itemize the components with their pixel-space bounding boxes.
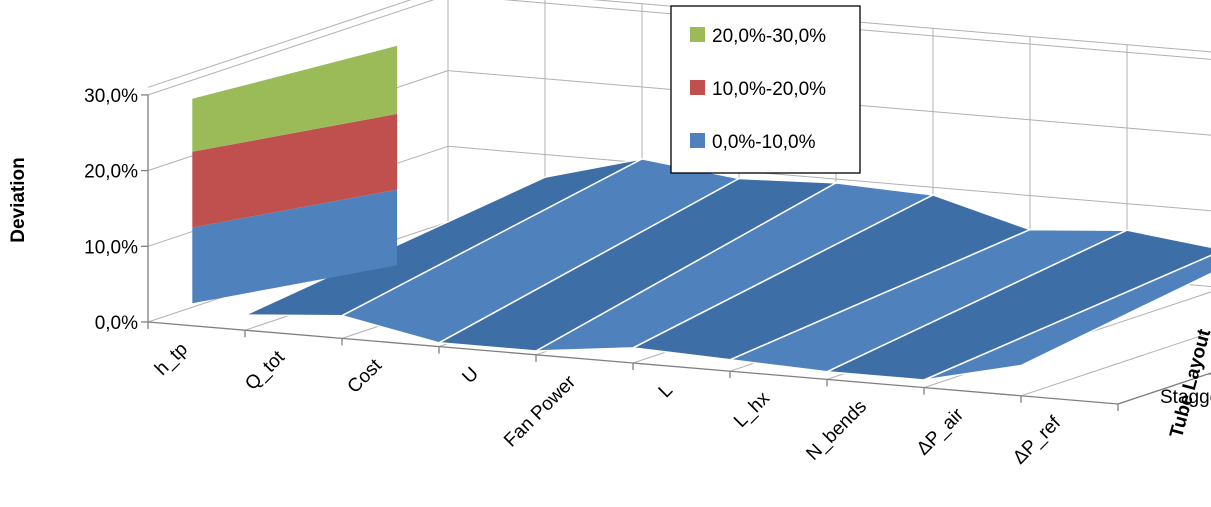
x-tick-label: N_bends — [802, 396, 871, 465]
side-wall-edge — [147, 0, 412, 88]
side-wall-gridline — [147, 0, 435, 96]
y-tick-label: 20,0% — [84, 162, 138, 183]
back-wall-gridline — [447, 145, 1211, 212]
legend-label: 10,0%-20,0% — [712, 79, 826, 100]
chart-surface — [192, 45, 1211, 381]
x-tick-label: Cost — [344, 355, 387, 398]
legend-swatch — [690, 27, 705, 42]
depth-axis-title: Tube Layout — [1166, 326, 1211, 440]
back-wall-gridline — [447, 70, 1211, 136]
back-wall-gridline — [502, 0, 1211, 60]
depth-axis-tick-labels: StaggeredInline — [1160, 387, 1211, 408]
legend-swatch — [690, 80, 705, 95]
x-tick-label: L_hx — [730, 388, 774, 432]
floor-gridline — [1020, 331, 1211, 397]
y-tick-label: 0,0% — [95, 313, 138, 334]
x-tick-label: U — [458, 363, 483, 388]
x-tick-label: ΔP_ref — [1009, 412, 1065, 468]
depth-axis-line — [1117, 372, 1211, 405]
depth-tick-label: Staggered — [1160, 387, 1211, 408]
legend-label: 20,0%-30,0% — [712, 26, 826, 47]
legend: 20,0%-30,0% 10,0%-20,0% 0,0%-10,0% — [670, 5, 861, 174]
x-tick-label: ΔP_air — [913, 404, 969, 460]
x-tick-label: Q_tot — [241, 346, 289, 394]
legend-label: 0,0%-10,0% — [712, 132, 816, 153]
chart-axes — [141, 94, 1211, 411]
x-tick-label: Fan Power — [500, 371, 580, 451]
surface-cell — [923, 254, 1211, 381]
legend-swatch — [690, 133, 705, 148]
y-tick-label: 30,0% — [84, 86, 138, 107]
back-wall-edge — [591, 0, 1211, 53]
y-axis-title: Deviation — [8, 157, 29, 243]
surface-band-mid — [192, 113, 398, 228]
x-tick-label: L — [655, 380, 677, 402]
surface-band-low — [192, 189, 398, 304]
surface-band-high — [192, 45, 398, 152]
y-axis-tick-labels: 0,0% 10,0% 20,0% 30,0% — [84, 86, 138, 334]
y-tick-label: 10,0% — [84, 237, 138, 258]
x-tick-label: h_tp — [151, 339, 192, 380]
